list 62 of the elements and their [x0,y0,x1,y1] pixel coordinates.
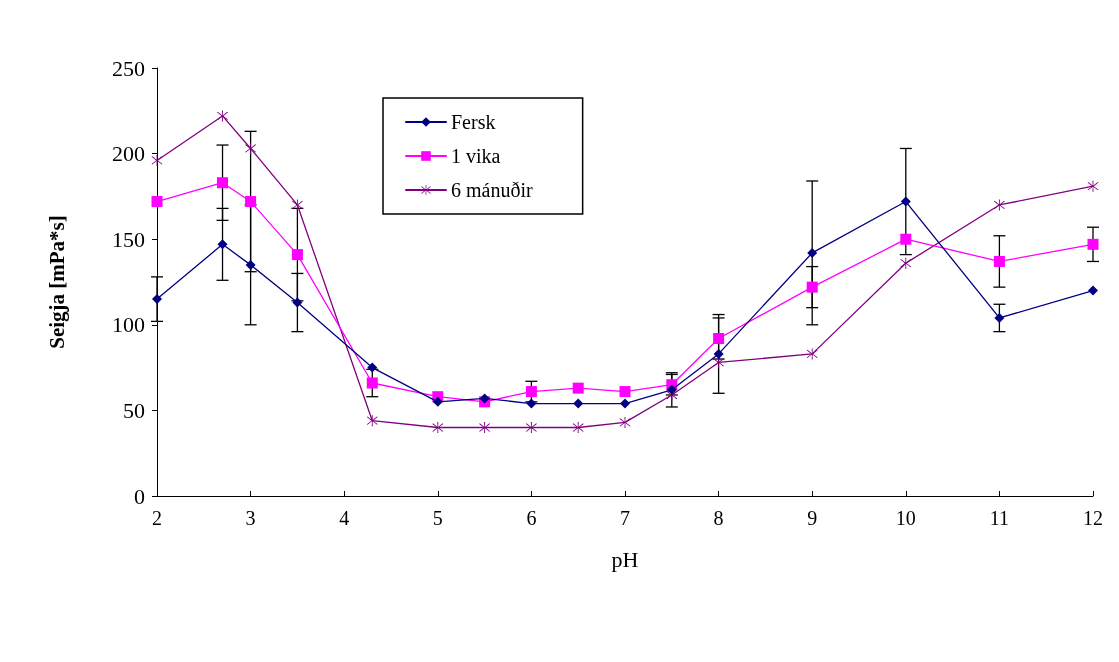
point [572,422,584,434]
point [245,142,257,154]
point [217,110,229,122]
point [806,348,818,360]
x-tick-label: 12 [1083,507,1103,529]
point [366,377,378,389]
y-tick-label: 200 [112,141,145,167]
point [713,333,725,344]
point [479,393,490,404]
x-tick-label: 10 [895,507,916,529]
point [292,297,303,308]
y-tick-label: 50 [123,397,145,423]
point [573,398,584,409]
point [245,259,256,270]
y-tick-label: 150 [112,226,145,252]
legend-label: 1 vika [451,145,501,167]
x-tick-label: 11 [989,507,1010,529]
y-tick-label: 250 [112,55,145,81]
point [366,415,378,427]
point [245,196,257,208]
x-tick-label: 2 [152,507,162,529]
point [900,196,911,207]
y-axis-title: Seigja [mPa*s] [44,215,69,349]
point [291,249,303,261]
point [151,196,163,208]
point [1087,238,1099,250]
x-tick-label: 4 [339,507,350,529]
x-axis-title: pH [611,546,639,572]
legend-label: 6 mánuðir [451,179,533,201]
point [666,384,677,395]
point [217,239,228,250]
point [900,233,912,245]
x-tick-label: 8 [713,507,724,529]
point [526,398,537,409]
point [525,422,537,434]
point [713,348,724,359]
point [994,312,1005,323]
x-tick-label: 5 [432,507,443,529]
point [1088,285,1098,296]
y-tick-label: 100 [112,312,145,338]
x-tick-label: 7 [620,507,630,529]
point [806,281,818,293]
x-tick-label: 3 [245,507,256,529]
point [993,199,1005,211]
x-tick-label: 6 [526,507,537,529]
point [993,255,1005,267]
legend-label: Fersk [451,111,496,133]
point [217,177,229,189]
point [291,199,303,211]
point [367,362,378,373]
point [807,247,818,258]
point [572,382,584,394]
point [525,386,537,398]
x-tick-label: 9 [807,507,818,529]
point [620,398,630,409]
point [432,396,443,407]
y-tick-label: 0 [134,483,145,509]
point [479,422,491,434]
point [900,257,912,269]
point [432,422,444,434]
point [152,294,162,305]
point [619,386,631,398]
